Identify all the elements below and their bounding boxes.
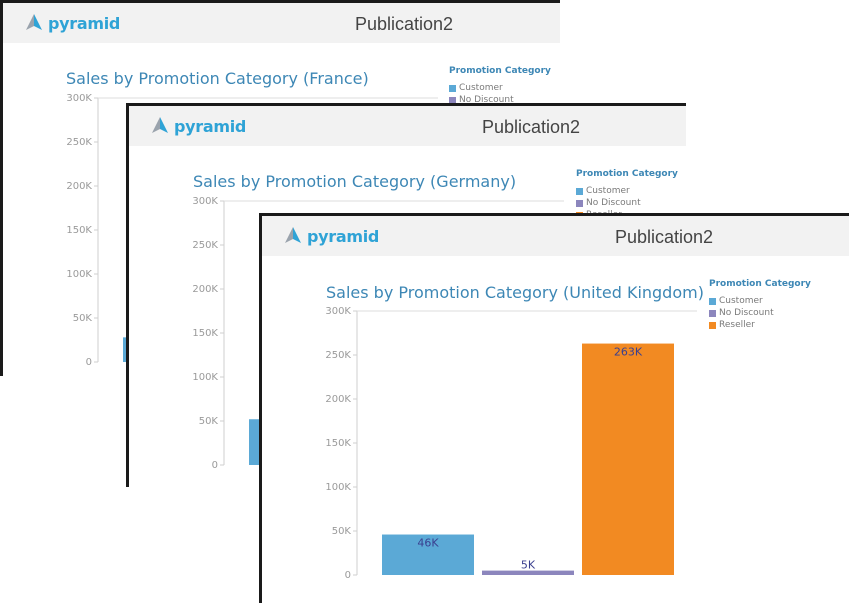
chart-legend: Promotion Category Customer No Discount … xyxy=(709,279,811,331)
y-tick-label: 100K xyxy=(66,269,92,280)
legend-swatch xyxy=(449,84,456,92)
bar-reseller xyxy=(582,343,674,575)
y-tick-label: 200K xyxy=(192,284,218,295)
pyramid-logo: pyramid xyxy=(23,12,120,34)
pyramid-logo: pyramid xyxy=(149,115,246,137)
legend-item-no-discount: No Discount xyxy=(709,307,811,319)
y-tick-label: 250K xyxy=(66,137,92,148)
legend-label: No Discount xyxy=(586,198,641,208)
y-tick-label: 0 xyxy=(212,460,218,471)
legend-label: No Discount xyxy=(459,95,514,105)
legend-label: Customer xyxy=(459,83,503,93)
bar-customer xyxy=(382,534,474,575)
y-tick-label: 0 xyxy=(345,570,351,581)
y-tick-label: 100K xyxy=(192,372,218,383)
page-header: pyramid Publication2 xyxy=(3,3,560,43)
legend-swatch xyxy=(709,297,716,305)
y-tick-label: 200K xyxy=(66,181,92,192)
y-tick-label: 150K xyxy=(66,225,92,236)
legend-label: Customer xyxy=(586,186,630,196)
legend-label: Customer xyxy=(719,296,763,306)
y-tick-label: 300K xyxy=(192,196,218,207)
legend-title: Promotion Category xyxy=(709,279,811,289)
publication-title: Publication2 xyxy=(615,227,714,247)
pyramid-logo-icon xyxy=(285,227,301,243)
y-tick-label: 150K xyxy=(192,328,218,339)
data-label: 46K xyxy=(417,537,439,550)
y-tick-label: 300K xyxy=(325,306,351,317)
legend-item-customer: Customer xyxy=(576,185,678,197)
data-label: 5K xyxy=(521,559,536,572)
y-tick-label: 200K xyxy=(325,394,351,405)
legend-item-customer: Customer xyxy=(709,295,811,307)
page-header: pyramid Publication2 xyxy=(129,106,686,146)
chart-title: Sales by Promotion Category (United King… xyxy=(326,283,704,302)
logo-text: pyramid xyxy=(48,13,121,33)
legend-label: Reseller xyxy=(719,320,755,330)
y-tick-label: 0 xyxy=(86,357,92,368)
legend-swatch xyxy=(576,199,583,207)
legend-title: Promotion Category xyxy=(576,169,678,179)
publication-title: Publication2 xyxy=(482,117,581,137)
legend-item-customer: Customer xyxy=(449,82,551,94)
legend-swatch xyxy=(576,187,583,195)
page-header: pyramid Publication2 xyxy=(262,216,849,256)
pyramid-logo-icon xyxy=(152,117,168,133)
y-tick-label: 50K xyxy=(73,313,93,324)
publication-title: Publication2 xyxy=(355,14,454,34)
legend-label: No Discount xyxy=(719,308,774,318)
legend-title: Promotion Category xyxy=(449,66,551,76)
y-tick-label: 300K xyxy=(66,93,92,104)
data-label: 263K xyxy=(614,346,643,359)
y-tick-label: 50K xyxy=(332,526,352,537)
bar-chart-uk: 0 50K 100K 150K 200K 250K 300K 46K 5K 263K xyxy=(325,306,697,581)
logo-text: pyramid xyxy=(174,116,247,136)
y-tick-label: 250K xyxy=(325,350,351,361)
bar-no-discount xyxy=(482,570,574,575)
legend-item-no-discount: No Discount xyxy=(576,197,678,209)
y-tick-label: 150K xyxy=(325,438,351,449)
chart-legend: Promotion Category Customer No Discount xyxy=(449,66,551,106)
legend-swatch xyxy=(709,309,716,317)
y-tick-label: 250K xyxy=(192,240,218,251)
y-tick-label: 50K xyxy=(199,416,219,427)
legend-item-no-discount: No Discount xyxy=(449,94,551,106)
legend-swatch xyxy=(449,96,456,104)
chart-title: Sales by Promotion Category (Germany) xyxy=(193,172,517,191)
pyramid-logo: pyramid xyxy=(282,225,379,247)
legend-item-reseller: Reseller xyxy=(709,319,811,331)
legend-swatch xyxy=(709,321,716,329)
publication-page-uk: pyramid Publication2 Sales by Promotion … xyxy=(259,213,849,603)
chart-title: Sales by Promotion Category (France) xyxy=(66,69,369,88)
pyramid-logo-icon xyxy=(26,14,42,30)
logo-text: pyramid xyxy=(307,226,380,246)
y-tick-label: 100K xyxy=(325,482,351,493)
